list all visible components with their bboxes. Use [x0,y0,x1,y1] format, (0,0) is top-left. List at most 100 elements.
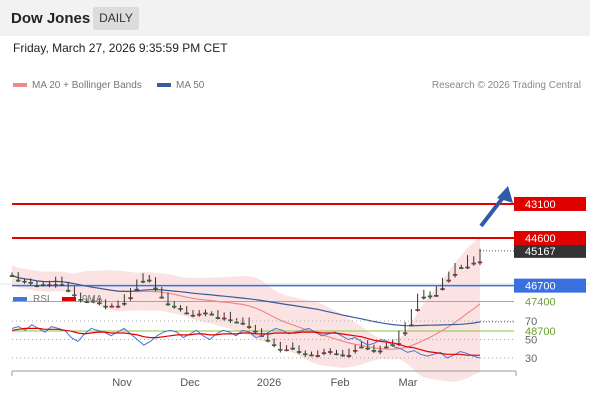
level-label-48700: 48700 [525,326,556,338]
timestamp: Friday, March 27, 2026 9:35:59 PM CET [13,41,228,55]
candle-body [47,284,52,286]
candle-body [190,314,196,317]
ma50-swatch [157,83,171,88]
candle-body [471,262,476,265]
candle-body [234,321,239,324]
candle-body [465,266,470,269]
level-label-43100: 43100 [525,199,556,211]
forecast-arrow-shaft [479,193,507,228]
candle-body [265,339,271,342]
candle-body [41,284,46,286]
candle-body [440,288,445,290]
level-label-44600: 44600 [525,233,556,245]
candle-body [184,312,189,315]
candle-body [59,284,65,286]
period-badge[interactable]: DAILY [93,7,139,30]
candle-body [296,351,302,353]
rsi-tick-70: 70 [525,316,537,328]
candle-body [196,313,202,316]
candle-body [165,303,171,306]
candle-body [415,309,420,311]
level-label-47400: 47400 [525,297,556,309]
candle-body [384,346,389,349]
candle-body [321,352,327,354]
candle-body [409,324,414,327]
level-box-43100 [514,196,586,211]
candle-body [140,280,146,283]
level-box-45167 [514,243,586,258]
candle-body [359,346,364,349]
legend-ma50-label: MA 50 [176,80,205,91]
candle-body [278,348,283,351]
candle-body [9,275,15,277]
candle-body [315,355,320,357]
candle-body [477,261,483,264]
candle-body [90,300,96,303]
header-bar: Dow Jones DAILY [0,0,590,36]
candle-body [309,354,314,357]
candle-body [134,288,140,291]
rsi-panel: RSI 9MA 70 50 30 [11,294,537,365]
ma9-legend-swatch [62,297,76,301]
x-tick-Mar: Mar [399,377,418,389]
level-box-44600 [514,231,586,245]
candle-body [253,330,258,333]
candle-body [122,303,127,305]
forecast-arrow-head [497,185,513,203]
candle-body [427,295,433,298]
rsi-line [11,324,481,359]
level-lines [12,202,514,332]
level-box-46700 [514,278,586,293]
candle-body [159,296,164,299]
candle-body [78,299,83,301]
x-axis: Nov Dec 2026 Feb Mar [11,370,517,389]
candle-body [65,289,71,292]
candle-body [371,350,377,352]
candle-body [172,305,177,308]
rsi-ma9-line [11,327,480,356]
candle-body [209,313,214,316]
rsi-tick-50: 50 [525,335,537,347]
candle-body [84,301,90,303]
moving-averages [11,274,514,350]
candle-body [365,347,370,350]
candle-body [284,349,289,352]
legend-ma20-label: MA 20 + Bollinger Bands [32,80,142,91]
candle-body [53,284,58,286]
x-tick-Dec: Dec [180,377,200,389]
candles [9,248,483,359]
candle-body [22,280,27,283]
bollinger-bands [12,235,480,382]
x-tick-Feb: Feb [331,377,350,389]
candle-body [303,353,308,356]
candle-body [446,279,451,282]
candle-body [221,317,227,320]
level-label-45167: 45167 [525,246,556,258]
candle-body [16,279,21,282]
candle-body [452,274,458,276]
candle-body [215,317,221,319]
candle-body [434,295,439,297]
candle-body [128,297,133,299]
rsi-legend-label: RSI [33,294,50,305]
candle-body [109,305,115,308]
candle-body [377,350,383,353]
candle-body [240,322,246,325]
ma50-line [11,274,481,327]
candle-body [147,279,152,282]
candle-body [459,267,464,269]
candle-body [334,353,339,356]
ma20-swatch [13,83,27,88]
candle-body [28,282,33,284]
legend-ma50: MA 50 [157,80,204,91]
candle-body [328,351,333,353]
candle-body [153,287,158,290]
candle-body [346,355,352,357]
candle-body [178,308,183,310]
legend-ma20: MA 20 + Bollinger Bands [13,80,142,91]
ma9-legend-label: 9MA [82,294,103,305]
candle-body [353,350,358,352]
level-label-46700: 46700 [525,281,556,293]
